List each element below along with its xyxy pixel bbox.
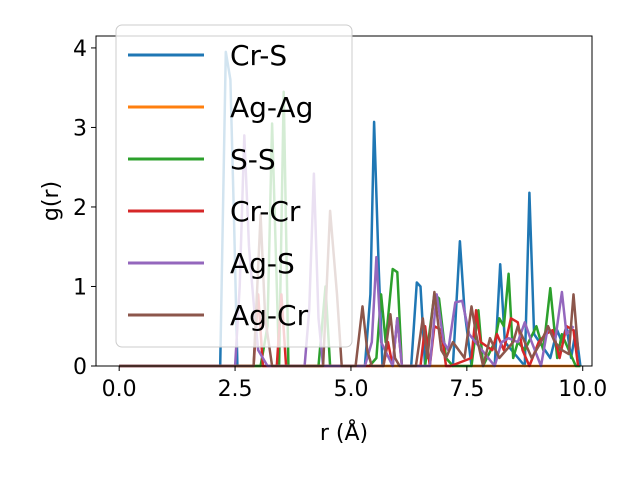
- x-tick-label: 0.0: [102, 377, 137, 402]
- legend: Cr-S Ag-Ag S-S Cr-Cr Ag-S Ag-Cr: [115, 24, 353, 348]
- x-tick-label: 2.5: [218, 377, 253, 402]
- y-tick-label: 1: [73, 275, 87, 300]
- y-tick-label: 0: [73, 355, 87, 380]
- legend-label-s-s: S-S: [230, 143, 276, 176]
- y-axis: 0 1 2 3 4: [73, 37, 96, 380]
- y-axis-label: g(r): [39, 181, 64, 221]
- y-tick-label: 2: [73, 196, 87, 221]
- y-tick-label: 3: [73, 116, 87, 141]
- legend-label-ag-cr: Ag-Cr: [230, 299, 309, 332]
- legend-label-ag-s: Ag-S: [230, 247, 295, 280]
- y-tick-label: 4: [73, 37, 87, 62]
- legend-label-cr-cr: Cr-Cr: [230, 195, 301, 228]
- legend-label-cr-s: Cr-S: [230, 39, 287, 72]
- legend-label-ag-ag: Ag-Ag: [230, 91, 313, 124]
- x-axis-label: r (Å): [320, 419, 368, 446]
- x-axis: 0.0 2.5 5.0 7.5 10.0: [102, 366, 607, 402]
- x-tick-label: 5.0: [333, 377, 368, 402]
- x-tick-label: 7.5: [449, 377, 484, 402]
- x-tick-label: 10.0: [558, 377, 607, 402]
